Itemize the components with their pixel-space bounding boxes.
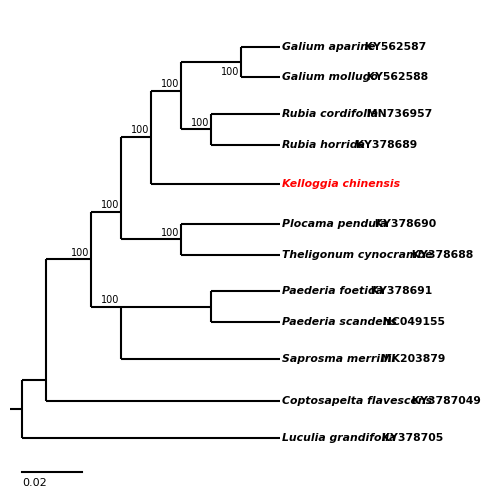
Text: 100: 100 bbox=[191, 118, 210, 128]
Text: KY378689: KY378689 bbox=[353, 140, 418, 149]
Text: Paederia foetida: Paederia foetida bbox=[282, 286, 383, 296]
Text: Theligonum cynocrambe: Theligonum cynocrambe bbox=[282, 250, 433, 260]
Text: NC049155: NC049155 bbox=[379, 317, 445, 327]
Text: Plocama pendula: Plocama pendula bbox=[282, 219, 387, 229]
Text: Kelloggia chinensis: Kelloggia chinensis bbox=[282, 180, 401, 190]
Text: Paederia scandens: Paederia scandens bbox=[282, 317, 397, 327]
Text: 100: 100 bbox=[161, 80, 179, 90]
Text: 0.02: 0.02 bbox=[22, 478, 47, 488]
Text: KY3787049: KY3787049 bbox=[408, 396, 481, 406]
Text: 100: 100 bbox=[131, 126, 149, 136]
Text: KY378691: KY378691 bbox=[367, 286, 433, 296]
Text: Galium aparine: Galium aparine bbox=[282, 42, 376, 51]
Text: 100: 100 bbox=[101, 200, 119, 210]
Text: 100: 100 bbox=[221, 66, 240, 76]
Text: KY562588: KY562588 bbox=[363, 72, 428, 83]
Text: Galium mollugo: Galium mollugo bbox=[282, 72, 379, 83]
Text: KY378705: KY378705 bbox=[378, 433, 443, 443]
Text: Luculia grandifolia: Luculia grandifolia bbox=[282, 433, 397, 443]
Text: KY562587: KY562587 bbox=[361, 42, 426, 51]
Text: 100: 100 bbox=[101, 295, 119, 305]
Text: MN736957: MN736957 bbox=[363, 109, 433, 119]
Text: Saprosma merrillii: Saprosma merrillii bbox=[282, 354, 396, 364]
Text: Rubia cordifolia: Rubia cordifolia bbox=[282, 109, 379, 119]
Text: 100: 100 bbox=[71, 248, 89, 258]
Text: KY378690: KY378690 bbox=[371, 219, 436, 229]
Text: Rubia horrida: Rubia horrida bbox=[282, 140, 365, 149]
Text: Coptosapelta flavescens: Coptosapelta flavescens bbox=[282, 396, 433, 406]
Text: 100: 100 bbox=[161, 228, 179, 238]
Text: KY378688: KY378688 bbox=[408, 250, 473, 260]
Text: MK203879: MK203879 bbox=[377, 354, 445, 364]
